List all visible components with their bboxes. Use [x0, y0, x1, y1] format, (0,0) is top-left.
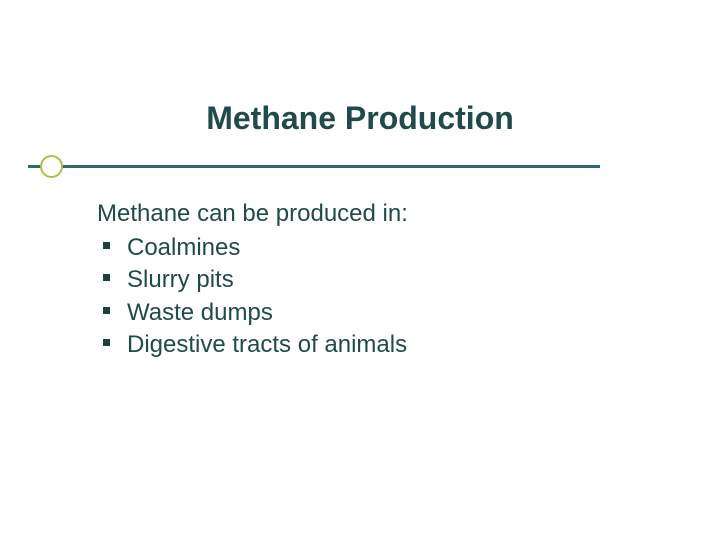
list-item-label: Coalmines — [127, 234, 240, 261]
bullet-icon — [103, 339, 110, 346]
list-item-label: Digestive tracts of animals — [127, 331, 407, 358]
divider — [0, 155, 720, 179]
bullet-icon — [103, 274, 110, 281]
slide: Methane Production Methane can be produc… — [0, 0, 720, 540]
intro-text: Methane can be produced in: — [97, 200, 640, 228]
list-item: Waste dumps — [97, 297, 640, 329]
list-item: Slurry pits — [97, 264, 640, 296]
bullet-icon — [103, 242, 110, 249]
bullet-icon — [103, 307, 110, 314]
slide-title: Methane Production — [0, 100, 720, 137]
list-item-label: Waste dumps — [127, 299, 273, 326]
list-item-label: Slurry pits — [127, 266, 234, 293]
bullet-list: Coalmines Slurry pits Waste dumps Digest… — [97, 232, 640, 362]
list-item: Digestive tracts of animals — [97, 329, 640, 361]
content-area: Methane can be produced in: Coalmines Sl… — [97, 200, 640, 362]
list-item: Coalmines — [97, 232, 640, 264]
divider-line — [28, 165, 600, 168]
divider-dot — [40, 155, 63, 178]
